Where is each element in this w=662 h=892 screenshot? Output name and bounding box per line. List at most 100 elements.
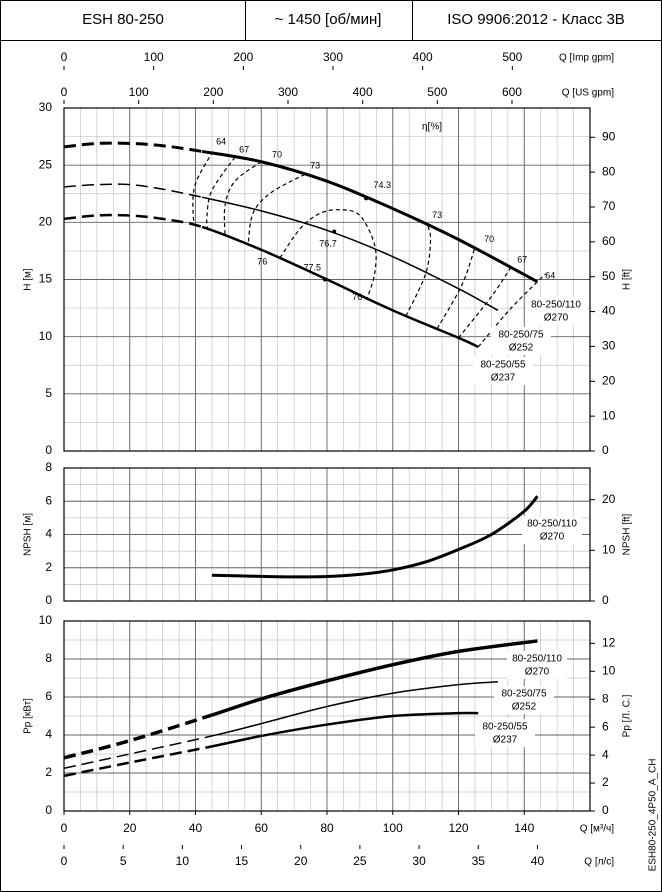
y-tick-label: 15 (39, 272, 53, 286)
efficiency-label: 74.3 (373, 180, 391, 190)
y2-tick-label: 10 (602, 543, 616, 557)
y2-tick-label: 40 (602, 304, 616, 318)
y2-tick-label: 20 (602, 373, 616, 387)
x-tick-label: 600 (502, 85, 522, 99)
efficiency-label: 70 (484, 234, 494, 244)
y2-tick-label: 70 (602, 199, 616, 213)
series-diameter: Ø237 (491, 373, 516, 384)
efficiency-contour (247, 173, 306, 246)
curve (63, 713, 213, 760)
x-tick-label: 0 (61, 50, 68, 64)
efficiency-label: 67 (239, 145, 249, 155)
series-diameter: Ø237 (493, 735, 518, 746)
x-axis-title: Q [US gpm] (562, 88, 614, 99)
x-axis-title: Q [м³/ч] (580, 824, 615, 835)
x-tick-label: 40 (189, 821, 203, 835)
x-tick-label: 5 (120, 854, 127, 868)
y-tick-label: 20 (39, 215, 53, 229)
efficiency-contour (458, 266, 512, 339)
x-tick-label: 0 (61, 85, 68, 99)
y2-axis-title: Pp [Л. С.] (622, 694, 633, 737)
x-tick-label: 140 (514, 821, 534, 835)
efficiency-title: η[%] (422, 122, 442, 133)
x-tick-label: 300 (323, 50, 343, 64)
label-background (507, 651, 567, 679)
y2-tick-label: 10 (602, 663, 616, 677)
y2-tick-label: 12 (602, 636, 616, 650)
label-background (473, 357, 533, 385)
y2-tick-label: 80 (602, 164, 616, 178)
x-tick-label: 100 (383, 821, 403, 835)
x-tick-label: 35 (472, 854, 486, 868)
efficiency-contour (192, 151, 214, 226)
y2-axis-title: H [ft] (622, 269, 633, 290)
y2-tick-label: 30 (602, 339, 616, 353)
efficiency-contour (436, 247, 476, 329)
y2-tick-label: 90 (602, 129, 616, 143)
efficiency-contour (223, 161, 262, 235)
curve (211, 711, 479, 748)
x-tick-label: 400 (413, 50, 433, 64)
series-diameter: Ø270 (540, 532, 565, 543)
y-tick-label: 2 (45, 560, 52, 574)
curve (211, 495, 539, 579)
series-label: 80-250/55 (482, 722, 527, 733)
y2-tick-label: 60 (602, 234, 616, 248)
curve (63, 183, 203, 198)
x-tick-label: 500 (502, 50, 522, 64)
y-tick-label: 8 (45, 651, 52, 665)
x-tick-label: 100 (129, 85, 149, 99)
y-tick-label: 4 (45, 527, 52, 541)
efficiency-label: 76 (257, 257, 267, 267)
efficiency-label: 67 (517, 254, 527, 264)
x-tick-label: 20 (294, 854, 308, 868)
x-tick-label: 30 (412, 854, 426, 868)
label-background (494, 686, 554, 714)
x-tick-label: 0 (61, 821, 68, 835)
plot-frame (63, 620, 591, 812)
curve (211, 639, 538, 717)
y2-tick-label: 0 (602, 593, 609, 607)
curve (201, 225, 479, 349)
x-tick-label: 400 (353, 85, 373, 99)
efficiency-label: 77.5 (303, 262, 321, 272)
curve (201, 149, 539, 284)
y-tick-label: 30 (39, 100, 53, 114)
y2-tick-label: 8 (602, 691, 609, 705)
x-tick-label: 25 (353, 854, 367, 868)
curve (63, 735, 213, 769)
efficiency-contour (405, 224, 432, 317)
x-tick-label: 0 (61, 854, 68, 868)
plot-frame (63, 467, 591, 602)
efficiency-label: 70 (272, 149, 282, 159)
efficiency-contour (477, 273, 547, 348)
curve (63, 745, 213, 778)
series-label: 80-250/75 (501, 689, 546, 700)
label-background (522, 516, 582, 544)
y2-axis-title: NPSH [ft] (622, 513, 633, 555)
y2-tick-label: 6 (602, 719, 609, 733)
y2-tick-label: 20 (602, 492, 616, 506)
series-label: 80-250/55 (480, 360, 525, 371)
curve (211, 681, 499, 737)
series-diameter: Ø270 (525, 667, 550, 678)
header-model: ESH 80-250 (82, 11, 164, 28)
x-tick-label: 100 (144, 50, 164, 64)
y-axis-title: NPSH [м] (23, 513, 34, 556)
y-tick-label: 5 (45, 386, 52, 400)
x-tick-label: 40 (531, 854, 545, 868)
y-tick-label: 0 (45, 443, 52, 457)
y-axis-title: Pp [кВт] (23, 698, 34, 734)
efficiency-contour (279, 209, 377, 301)
label-background (475, 719, 535, 747)
y-tick-label: 4 (45, 727, 52, 741)
series-label: 80-250/110 (512, 654, 562, 665)
label-background (491, 327, 551, 355)
x-tick-label: 200 (203, 85, 223, 99)
x-tick-label: 10 (176, 854, 190, 868)
y2-tick-label: 4 (602, 747, 609, 761)
y-tick-label: 25 (39, 157, 53, 171)
x-tick-label: 80 (320, 821, 334, 835)
series-diameter: Ø252 (512, 702, 537, 713)
